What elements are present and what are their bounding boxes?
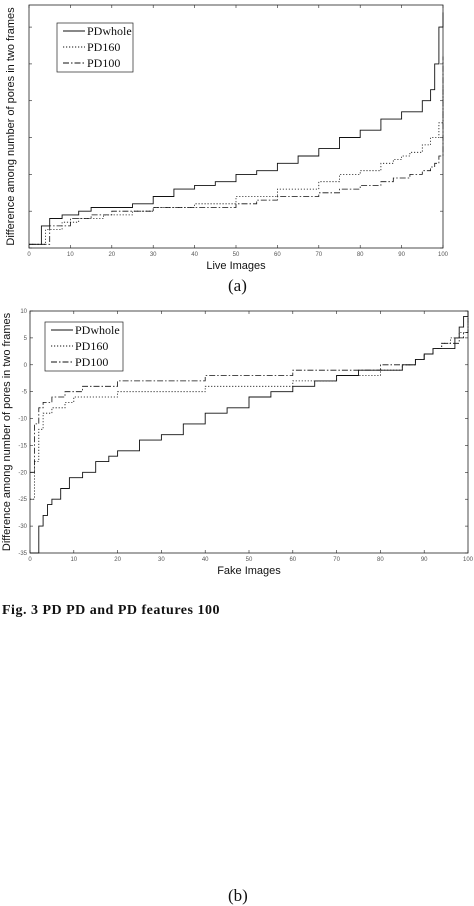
x-tick-label: 100 [438, 252, 449, 258]
x-tick-label: 20 [108, 252, 115, 258]
y-axis-label: Difference among number of pores in two … [5, 7, 17, 246]
x-tick-label: 70 [333, 557, 340, 563]
series-line-pd160 [29, 86, 444, 245]
live-images-chart: 0 10 20 30 40 50 60 70 80 90 100 PDwhole PD160 PD100 L… [5, 4, 449, 272]
chart-panel-a: 0 10 20 30 40 50 60 70 80 90 100 PDwhole PD160 PD100 L… [0, 0, 474, 300]
x-tick-label: 80 [377, 557, 384, 563]
chart-panel-b: 0 10 20 30 40 50 60 70 80 90 100 -35 -30 -25 -20 -15 -10… [0, 300, 474, 905]
panel-label-b: (b) [228, 886, 248, 905]
x-tick-label: 0 [28, 557, 32, 563]
x-tick-label: 10 [67, 252, 74, 258]
series-line-pdwhole [29, 12, 444, 245]
series-line-pd100 [30, 311, 469, 473]
x-tick-label: 40 [202, 557, 209, 563]
x-tick-label: 90 [398, 252, 405, 258]
series-line-pd100 [29, 56, 444, 245]
panel-label-a: (a) [228, 276, 247, 295]
x-tick-label: 70 [315, 252, 322, 258]
fake-images-chart: 0 10 20 30 40 50 60 70 80 90 100-35-30-25-20-15-10… [1, 309, 474, 577]
y-tick-label: -30 [18, 524, 27, 530]
x-tick-label: 100 [463, 557, 474, 563]
x-tick-label: 90 [421, 557, 428, 563]
legend-entry-pd100: PD100 [75, 355, 108, 369]
legend-entry-pdwhole: PDwhole [87, 24, 132, 38]
y-tick-label: -5 [22, 390, 28, 396]
x-axis-label: Fake Images [217, 565, 281, 577]
y-tick-label: -35 [18, 551, 27, 557]
x-tick-label: 50 [246, 557, 253, 563]
legend-entry-pd160: PD160 [87, 40, 120, 54]
x-tick-label: 30 [158, 557, 165, 563]
x-tick-label: 60 [274, 252, 281, 258]
y-tick-label: 0 [24, 363, 28, 369]
legend-entry-pd160: PD160 [75, 339, 108, 353]
x-tick-label: 80 [357, 252, 364, 258]
y-tick-label: 10 [20, 309, 27, 315]
legend-entry-pd100: PD100 [87, 56, 120, 70]
x-tick-label: 30 [150, 252, 157, 258]
x-tick-label: 40 [191, 252, 198, 258]
y-tick-label: -25 [18, 497, 27, 503]
y-tick-label: -15 [18, 443, 27, 449]
y-axis-label: Difference among number of pores in two … [1, 312, 13, 551]
legend-entry-pdwhole: PDwhole [75, 323, 120, 337]
figure-caption: Fig. 3 PD PD and PD features 100 [2, 603, 220, 618]
y-tick-label: -10 [18, 417, 27, 423]
series-line-pd160 [30, 311, 469, 500]
y-tick-label: -20 [18, 470, 27, 476]
x-tick-label: 10 [70, 557, 77, 563]
x-tick-label: 0 [27, 252, 31, 258]
y-tick-label: 5 [24, 336, 28, 342]
x-axis-label: Live Images [206, 260, 266, 272]
x-tick-label: 20 [114, 557, 121, 563]
x-tick-label: 60 [289, 557, 296, 563]
x-tick-label: 50 [233, 252, 240, 258]
